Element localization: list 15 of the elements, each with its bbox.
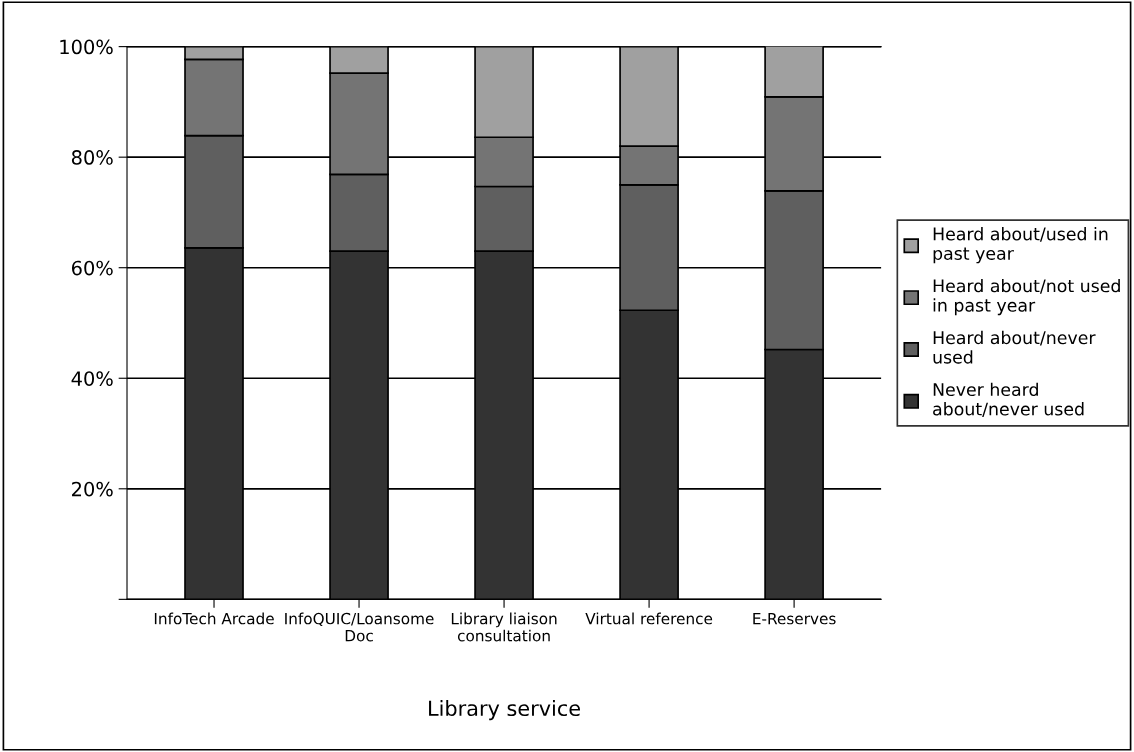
- legend-label: Heard about/never used: [933, 330, 1096, 364]
- x-tick-label: Virtual reference: [585, 612, 713, 625]
- y-tick-label: 60%: [71, 260, 113, 276]
- x-tick-label: InfoQUIC/Loansome Doc: [285, 612, 434, 642]
- y-tick-label: 80%: [71, 150, 113, 165]
- y-tick-label: 40%: [71, 371, 113, 386]
- legend-label: Never heard about/never used: [933, 382, 1084, 417]
- y-tick-label: 100%: [60, 39, 113, 55]
- x-tick-label: InfoTech Arcade: [154, 612, 274, 625]
- x-tick-label: E-Reserves: [753, 613, 836, 625]
- x-tick-label: Library liaison consultation: [451, 612, 557, 642]
- legend-label: Heard about/not used in past year: [933, 278, 1120, 316]
- legend-label: Heard about/used in past year: [933, 227, 1108, 264]
- x-axis-title: Library service: [429, 699, 580, 721]
- y-tick-label: 20%: [72, 481, 113, 497]
